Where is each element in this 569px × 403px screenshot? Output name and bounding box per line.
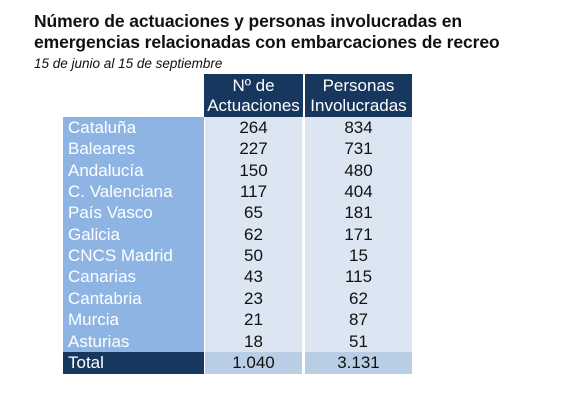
actuaciones-column-bg — [204, 117, 303, 352]
actuaciones-cell: 150 — [239, 160, 268, 180]
personas-cell: 834 — [344, 118, 373, 137]
personas-cell: 15 — [349, 246, 368, 266]
personas-cell: 115 — [344, 267, 373, 287]
personas-cell: 171 — [344, 224, 373, 244]
region-cell: CNCS Madrid — [68, 246, 173, 266]
table-row: País Vasco 65 181 — [63, 202, 412, 223]
header-actuaciones-line1: Nº de — [232, 75, 275, 95]
region-cell: Andalucía — [68, 160, 144, 180]
table-row: Cataluña 264 834 — [63, 117, 412, 138]
personas-cell: 480 — [344, 160, 373, 180]
header-personas-line1: Personas — [322, 75, 395, 95]
personas-cell: 731 — [344, 139, 373, 159]
actuaciones-cell: 117 — [239, 182, 268, 202]
table-body: Cataluña 264 834 Baleares 227 731 Andalucía 150… — [63, 117, 412, 352]
region-cell: País Vasco — [68, 203, 153, 223]
total-row: Total 1.040 3.131 — [63, 352, 412, 374]
total-label: Total — [63, 352, 204, 374]
table-row: Canarias 43 115 — [63, 266, 412, 287]
table-row: Baleares 227 731 — [63, 138, 412, 159]
region-cell: Baleares — [68, 139, 136, 159]
personas-cell: 404 — [344, 182, 373, 202]
region-cell: Galicia — [68, 224, 120, 244]
table-row: C. Valenciana 117 404 — [63, 181, 412, 202]
actuaciones-cell: 43 — [244, 267, 263, 287]
region-cell: Canarias — [68, 267, 137, 287]
actuaciones-cell: 227 — [239, 139, 268, 159]
table-row: Cantabria 23 62 — [63, 288, 412, 309]
actuaciones-cell: 264 — [239, 118, 268, 137]
actuaciones-cell: 65 — [244, 203, 263, 223]
date-range-subtitle: 15 de junio al 15 de septiembre — [34, 56, 223, 71]
personas-cell: 87 — [349, 310, 368, 330]
header-actuaciones: Nº de Actuaciones — [204, 74, 303, 117]
personas-cell: 51 — [349, 331, 368, 351]
total-personas: 3.131 — [305, 352, 412, 374]
actuaciones-cell: 50 — [244, 246, 263, 266]
region-cell: C. Valenciana — [68, 182, 173, 202]
total-actuaciones: 1.040 — [204, 352, 303, 374]
table-row: Murcia 21 87 — [63, 309, 412, 330]
region-cell: Cataluña — [68, 118, 137, 137]
header-personas: Personas Involucradas — [305, 74, 412, 117]
actuaciones-cell: 23 — [244, 288, 263, 308]
region-cell: Asturias — [68, 331, 130, 351]
region-column-bg — [63, 117, 204, 352]
actuaciones-cell: 62 — [244, 224, 263, 244]
table-row: CNCS Madrid 50 15 — [63, 245, 412, 266]
actuaciones-cell: 21 — [244, 310, 263, 330]
header-personas-line2: Involucradas — [310, 95, 407, 115]
personas-column-bg — [305, 117, 412, 352]
personas-cell: 181 — [344, 203, 373, 223]
table-row: Galicia 62 171 — [63, 224, 412, 245]
report-title: Número de actuaciones y personas involuc… — [34, 11, 500, 52]
personas-cell: 62 — [349, 288, 368, 308]
table-row: Andalucía 150 480 — [63, 160, 412, 181]
region-cell: Murcia — [68, 310, 120, 330]
table-row: Asturias 18 51 — [63, 331, 412, 352]
actuaciones-cell: 18 — [244, 331, 263, 351]
header-actuaciones-line2: Actuaciones — [207, 95, 300, 115]
region-cell: Cantabria — [68, 288, 142, 308]
emergencies-table: Nº de Actuaciones Personas Involucradas … — [63, 74, 412, 374]
